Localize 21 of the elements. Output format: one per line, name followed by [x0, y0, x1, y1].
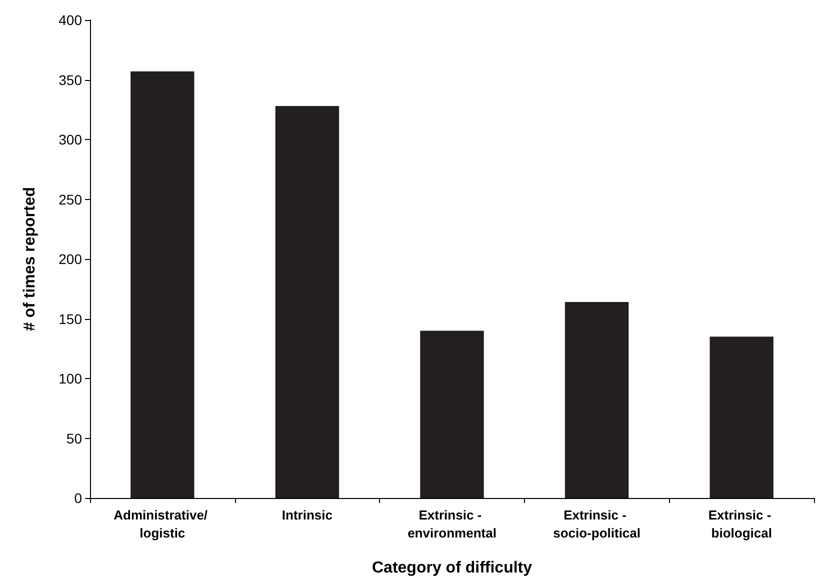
bar — [275, 106, 340, 498]
x-tick-label: Intrinsic — [282, 508, 332, 522]
y-tick-label: 0 — [74, 490, 82, 506]
bar — [564, 302, 629, 498]
x-tick-label: Administrative/ logistic — [114, 508, 212, 540]
x-tick-label: Extrinsic - environmental — [408, 508, 496, 540]
bar — [420, 330, 484, 498]
y-tick-label: 100 — [58, 370, 82, 386]
y-tick-label: 300 — [58, 132, 82, 148]
x-axis-title: Category of difficulty — [372, 560, 532, 576]
bar — [130, 71, 194, 498]
x-tick-label: Extrinsic - socio-political — [553, 508, 641, 540]
y-tick-label: 400 — [58, 12, 82, 28]
y-axis-title: # of times reported — [22, 186, 38, 332]
x-tick-label: Extrinsic - biological — [708, 508, 775, 540]
bar — [710, 336, 774, 498]
y-tick-label: 50 — [66, 430, 82, 446]
y-tick-label: 350 — [58, 72, 82, 88]
y-tick-label: 250 — [58, 191, 82, 208]
y-tick-label: 150 — [58, 310, 82, 327]
y-tick-label: 200 — [58, 251, 82, 267]
